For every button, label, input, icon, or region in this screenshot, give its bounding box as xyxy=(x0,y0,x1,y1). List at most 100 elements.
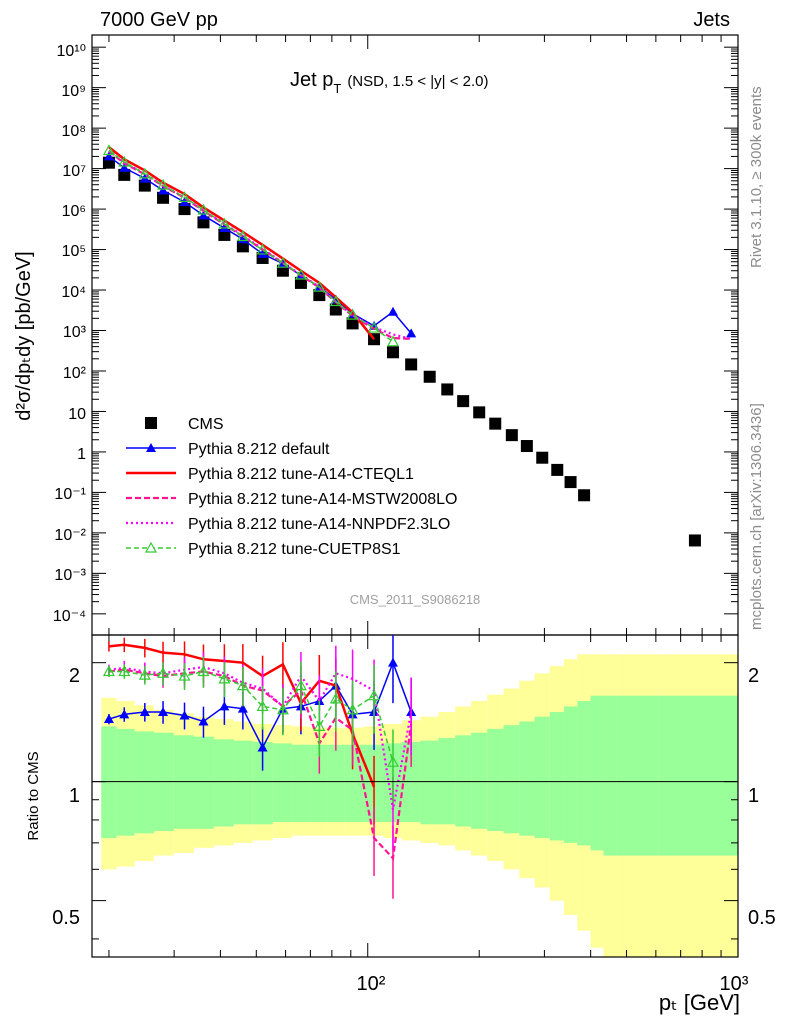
mcplots-source-label: mcplots.cern.ch [arXiv:1306.3436] xyxy=(748,403,765,630)
default-point xyxy=(119,162,130,172)
ratio-tick-label-2-right: 2 xyxy=(748,665,759,687)
y-axis-label-ratio: Ratio to CMS xyxy=(25,751,42,840)
band-inner-bin xyxy=(193,736,214,829)
cuetp8s1-ratio-point xyxy=(294,679,307,691)
legend-label: CMS xyxy=(188,416,224,433)
series-line-1 xyxy=(108,155,412,334)
legend-label: Pythia 8.212 tune-A14-MSTW2008LO xyxy=(188,491,457,508)
band-inner-bin xyxy=(101,726,117,839)
ratio-tick-label-1-right: 1 xyxy=(748,785,759,807)
y-tick-label-1e-4: 10⁻⁴ xyxy=(53,608,86,625)
cms-data-point xyxy=(441,383,454,396)
y-tick-label-1e7: 10⁷ xyxy=(62,163,86,180)
default-ratio-point xyxy=(119,709,130,719)
y-tick-label-1e10: 10¹⁰ xyxy=(56,43,86,60)
main-series-group xyxy=(102,144,701,547)
band-inner-bin xyxy=(233,740,253,825)
y-tick-label-1e4: 10⁴ xyxy=(61,284,86,301)
band-inner-bin xyxy=(310,744,328,823)
cms-data-point xyxy=(118,168,131,181)
legend-cuetp8s1-marker xyxy=(144,541,158,553)
band-inner-bin xyxy=(134,731,154,834)
x-axis-label: pₜ [GeV] xyxy=(659,990,740,1015)
cuetp8s1-point xyxy=(102,144,115,156)
y-tick-label-1e9: 10⁹ xyxy=(61,83,86,100)
default-ratio-point xyxy=(158,707,169,717)
cuetp8s1-ratio-point xyxy=(346,703,359,715)
cuetp8s1-point xyxy=(329,295,342,307)
cuetp8s1-point xyxy=(276,256,289,268)
ratio-tick-label-0.5-left: 0.5 xyxy=(52,907,80,929)
series-line-5 xyxy=(108,149,394,343)
y-tick-label-1e-1: 10⁻¹ xyxy=(54,486,86,503)
cuetp8s1-point xyxy=(157,178,170,190)
cms-data-point xyxy=(564,476,577,489)
legend-default-marker xyxy=(146,443,156,452)
y-tick-label-1e5: 10⁵ xyxy=(62,243,86,260)
ratio-tick-label-0.5-right: 0.5 xyxy=(748,907,776,929)
y-axis-label-main: d²σ/dpₜdy [pb/GeV] xyxy=(13,251,35,420)
band-inner-bin xyxy=(438,737,456,825)
default-point xyxy=(387,306,398,316)
cuetp8s1-ratio-point xyxy=(102,665,115,677)
band-inner-bin xyxy=(420,740,439,825)
cuetp8s1-point xyxy=(313,280,326,292)
analysis-watermark: CMS_2011_S9086218 xyxy=(350,592,481,607)
band-inner-bin xyxy=(471,732,488,829)
band-inner-bin xyxy=(616,695,659,856)
ratio-uncertainty-bands xyxy=(101,654,738,957)
cms-data-point xyxy=(551,463,564,476)
ratio-tick-label-1-left: 1 xyxy=(69,785,80,807)
band-inner-bin xyxy=(487,728,504,832)
legend-cms-marker xyxy=(145,417,157,429)
cms-data-point xyxy=(505,429,518,442)
band-inner-bin xyxy=(503,725,520,834)
cms-data-point xyxy=(236,240,249,253)
x-tick-label-1000: 10³ xyxy=(720,973,749,995)
cuetp8s1-point xyxy=(236,230,249,242)
cuetp8s1-ratio-point xyxy=(329,692,342,704)
cuetp8s1-point xyxy=(138,167,151,179)
cms-data-point xyxy=(520,440,533,453)
y-tick-label-1e6: 10⁶ xyxy=(62,203,86,220)
cuetp8s1-point xyxy=(118,155,131,167)
default-ratio-point xyxy=(198,716,209,726)
ratio-plot-frame xyxy=(91,634,739,958)
default-point xyxy=(103,151,114,161)
default-ratio-point xyxy=(103,714,114,724)
cms-data-point xyxy=(489,417,502,430)
cms-data-point xyxy=(138,179,151,192)
legend: CMS Pythia 8.212 default Pythia 8.212 tune… xyxy=(126,416,457,558)
cuetp8s1-ratio-point xyxy=(138,668,151,680)
band-inner-bin xyxy=(252,741,273,825)
cuetp8s1-ratio-point xyxy=(178,669,191,681)
cuetp8s1-ratio-point xyxy=(386,755,400,767)
cuetp8s1-point xyxy=(386,335,400,347)
y-tick-label-1e-2: 10⁻² xyxy=(54,527,86,544)
default-point xyxy=(406,328,417,338)
cms-data-point xyxy=(536,451,549,464)
ratio-tick-label-2-left: 2 xyxy=(69,665,80,687)
cms-data-point xyxy=(329,303,342,316)
cms-data-point xyxy=(346,317,359,330)
y-tick-label-1e3: 10³ xyxy=(63,324,87,341)
y-tick-label-1e-3: 10⁻³ xyxy=(54,567,86,584)
cuetp8s1-ratio-point xyxy=(218,672,231,684)
y-tick-label-10: 10 xyxy=(68,406,86,423)
cms-data-point xyxy=(294,276,307,289)
cms-data-point xyxy=(423,370,436,383)
cuetp8s1-ratio-point xyxy=(236,679,249,691)
plot-title: Jet pT (NSD, 1.5 < |y| < 2.0) xyxy=(290,69,489,96)
ratio-line-4 xyxy=(108,665,413,810)
band-inner-bin xyxy=(563,706,578,843)
default-ratio-point xyxy=(257,742,268,752)
default-ratio-point xyxy=(179,710,190,720)
default-ratio-point xyxy=(219,701,230,711)
legend-label: Pythia 8.212 default xyxy=(188,441,330,458)
band-inner-bin xyxy=(213,739,234,827)
series-line-3 xyxy=(108,150,412,341)
default-point xyxy=(158,185,169,195)
cuetp8s1-ratio-point xyxy=(313,720,326,731)
band-inner-bin xyxy=(534,716,550,839)
